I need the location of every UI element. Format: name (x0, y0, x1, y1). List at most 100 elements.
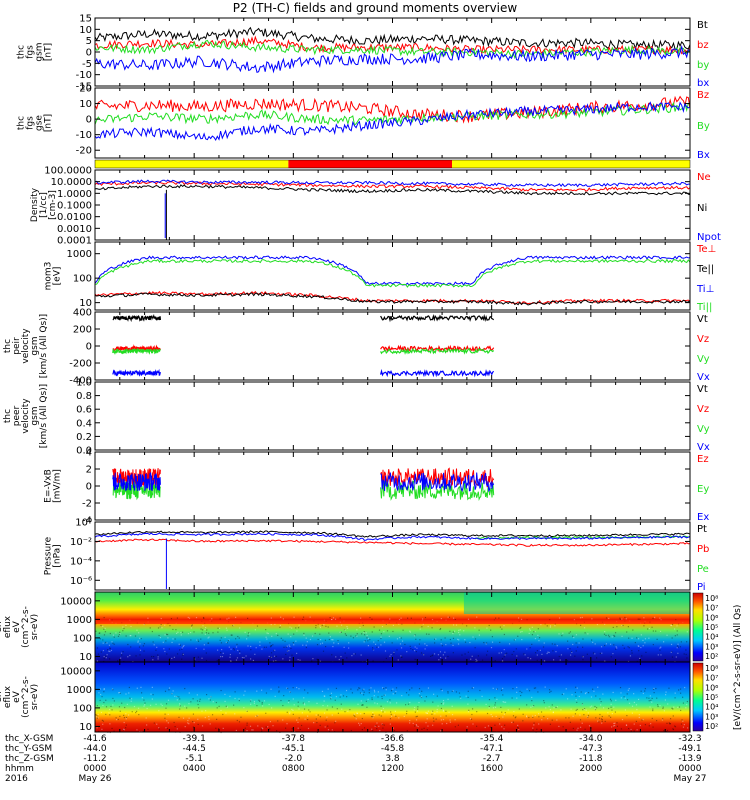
ion-spectrogram-speck (157, 658, 159, 660)
electron-spectrogram-speck (288, 700, 290, 702)
electron-spectrogram-speck (292, 687, 294, 689)
ion-spectrogram-speck (200, 638, 202, 640)
ion-spectrogram-speck (615, 648, 617, 650)
ion-spectrogram-speck (295, 640, 297, 642)
electron-spectrogram-speck (226, 706, 229, 708)
electron-spectrogram-speck (525, 716, 528, 718)
electron-spectrogram-speck (198, 707, 200, 709)
electron-spectrogram-speck (136, 729, 138, 731)
ion-spectrogram-speck (351, 655, 353, 657)
electron-spectrogram-speck (581, 722, 583, 724)
ion-spectrogram-speck (337, 639, 339, 642)
electron-spectrogram-speck (636, 729, 638, 731)
electron-spectrogram-speck (442, 699, 445, 702)
electron-spectrogram-speck (161, 704, 163, 707)
ion-spectrogram-speck (191, 624, 193, 626)
electron-spectrogram-speck (118, 692, 120, 694)
electron-spectrogram-speck (526, 688, 528, 690)
electron-spectrogram-speck (184, 705, 186, 707)
ion-spectrogram-speck (470, 658, 472, 660)
ion-spectrogram-speck (239, 650, 241, 652)
ion-spectrogram-speck (409, 645, 411, 647)
electron-spectrogram-speck (587, 716, 589, 718)
x-axis-value: -32.3 (678, 734, 701, 744)
electron-spectrogram-speck (656, 720, 658, 722)
electron-spectrogram-speck (572, 715, 574, 717)
electron-spectrogram-speck (383, 724, 385, 726)
electron-spectrogram-speck (122, 728, 125, 730)
ion-spectrogram-speck (499, 641, 501, 643)
electron-spectrogram-speck (426, 712, 428, 714)
ion-spectrogram-speck (201, 657, 203, 659)
electron-spectrogram-speck (331, 714, 333, 716)
ion-spectrogram-speck (414, 646, 416, 648)
ion-spectrogram-speck (287, 633, 289, 635)
ion-spectrogram-speck (410, 648, 412, 650)
electron-spectrogram-speck (565, 717, 567, 719)
electron-spectrogram-speck (103, 701, 105, 704)
ion-spectrogram-speck (164, 634, 166, 636)
ion-spectrogram-speck (246, 617, 249, 619)
ion-spectrogram-speck (231, 634, 233, 636)
electron-spectrogram-speck (209, 723, 211, 725)
ion-spectrogram-speck (224, 636, 226, 638)
electron-spectrogram-speck (123, 721, 125, 724)
ion-spectrogram-speck (614, 635, 616, 637)
x-axis-value: -11.8 (579, 754, 603, 764)
ion-spectrogram-speck (247, 635, 249, 637)
electron-spectrogram-speck (188, 723, 190, 725)
ion-spectrogram-speck (263, 646, 265, 648)
ion-spectrogram-speck (108, 644, 111, 646)
electron-spectrogram-speck (149, 704, 152, 706)
electron-spectrogram-speck (151, 686, 153, 688)
ion-spectrogram-speck (619, 617, 621, 619)
y-axis-label-line: thc (3, 409, 13, 423)
ion-spectrogram-speck (280, 616, 282, 618)
electron-spectrogram-speck (208, 698, 210, 700)
ion-spectrogram-speck (464, 639, 466, 641)
ion-spectrogram-speck (605, 634, 607, 637)
electron-spectrogram-speck (630, 730, 632, 732)
electron-spectrogram-speck (220, 689, 222, 692)
ion-spectrogram-speck (476, 616, 478, 618)
electron-spectrogram-speck (335, 720, 337, 722)
electron-spectrogram-speck (680, 709, 682, 712)
ion-spectrogram-speck (328, 638, 330, 641)
ion-spectrogram-speck (586, 653, 588, 655)
electron-spectrogram-speck (490, 713, 492, 716)
ion-spectrogram-speck (275, 660, 277, 662)
ion-spectrogram-speck (112, 642, 114, 644)
ion-spectrogram-speck (324, 639, 327, 641)
ion-spectrogram-speck (549, 619, 551, 621)
ion-spectrogram-speck (537, 628, 539, 630)
electron-spectrogram-speck (600, 718, 603, 720)
electron-spectrogram-speck (521, 691, 523, 694)
y-tick-label: -10 (76, 130, 92, 141)
electron-spectrogram-speck (653, 692, 655, 694)
electron-spectrogram-speck (591, 705, 593, 707)
electron-spectrogram-speck (449, 719, 451, 721)
ion-spectrogram-speck (376, 646, 378, 648)
electron-spectrogram-speck (680, 688, 682, 690)
ion-spectrogram-speck (419, 628, 421, 630)
electron-spectrogram-speck (144, 704, 146, 706)
electron-spectrogram-speck (581, 703, 584, 705)
electron-spectrogram-speck (433, 720, 435, 722)
electron-spectrogram-speck (648, 700, 650, 702)
ion-spectrogram-speck (157, 654, 159, 656)
ion-spectrogram-speck (454, 619, 456, 621)
ion-spectrogram-speck (309, 638, 312, 641)
x-axis-value: -49.1 (678, 744, 701, 754)
ion-spectrogram-speck (517, 635, 519, 637)
ion-spectrogram-speck (393, 651, 395, 653)
ion-spectrogram-speck (433, 653, 436, 655)
ion-spectrogram-speck (361, 633, 363, 635)
electron-spectrogram-speck (284, 727, 287, 729)
electron-spectrogram-speck (595, 717, 597, 719)
y-axis-label-line: [km/s (All Qs)] (39, 314, 49, 378)
ion-spectrogram-speck (303, 634, 305, 636)
ion-spectrogram-speck (372, 647, 374, 649)
ion-spectrogram-speck (331, 639, 333, 641)
ion-spectrogram-speck (129, 635, 131, 637)
electron-spectrogram-speck (674, 697, 676, 699)
